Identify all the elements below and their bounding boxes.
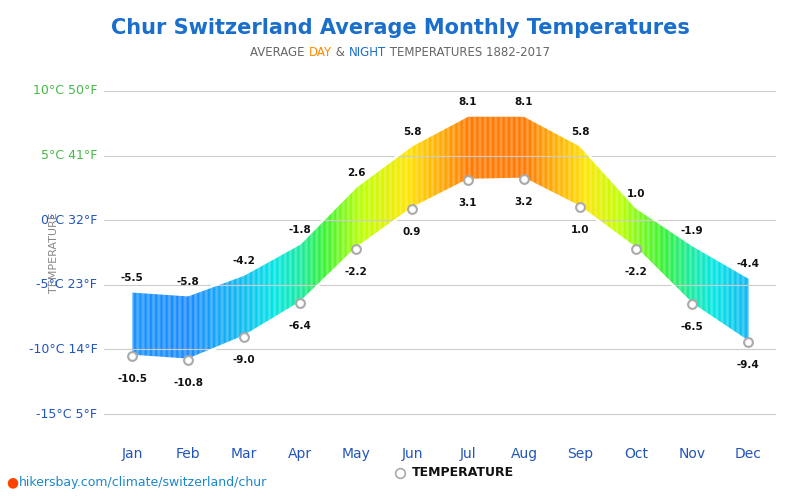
Text: -5°C 23°F: -5°C 23°F [37, 278, 98, 291]
Text: -6.4: -6.4 [289, 321, 311, 331]
Text: 3.2: 3.2 [514, 197, 534, 207]
Text: -6.5: -6.5 [681, 322, 703, 332]
Point [238, 332, 250, 340]
Text: 0°C 32°F: 0°C 32°F [41, 214, 98, 226]
Point [686, 300, 698, 308]
Point [350, 244, 362, 252]
Text: -10°C 14°F: -10°C 14°F [29, 343, 98, 356]
Text: TEMPERATURES 1882-2017: TEMPERATURES 1882-2017 [386, 46, 550, 59]
Text: Chur Switzerland Average Monthly Temperatures: Chur Switzerland Average Monthly Tempera… [110, 18, 690, 38]
Text: -10.8: -10.8 [173, 378, 203, 388]
Text: DAY: DAY [309, 46, 332, 59]
Point [182, 356, 194, 364]
Text: 5°C 41°F: 5°C 41°F [41, 149, 98, 162]
Point [462, 176, 474, 184]
Point [406, 204, 418, 212]
Text: -15°C 5°F: -15°C 5°F [36, 408, 98, 420]
Text: -9.4: -9.4 [737, 360, 759, 370]
Text: 1.0: 1.0 [626, 189, 646, 199]
Text: 2.6: 2.6 [346, 168, 366, 178]
Text: AVERAGE: AVERAGE [250, 46, 309, 59]
Text: -10.5: -10.5 [117, 374, 147, 384]
Text: -1.9: -1.9 [681, 226, 703, 236]
Text: -4.4: -4.4 [737, 258, 759, 268]
Text: -9.0: -9.0 [233, 354, 255, 364]
Text: 1.0: 1.0 [570, 226, 590, 235]
Text: hikersbay.com/climate/switzerland/chur: hikersbay.com/climate/switzerland/chur [18, 476, 266, 489]
Text: -5.8: -5.8 [177, 277, 199, 287]
Text: 10°C 50°F: 10°C 50°F [33, 84, 98, 98]
Text: TEMPERATURE: TEMPERATURE [412, 466, 514, 479]
Text: 8.1: 8.1 [514, 97, 534, 107]
Point [518, 175, 530, 183]
Text: -4.2: -4.2 [233, 256, 255, 266]
Text: -2.2: -2.2 [345, 266, 367, 276]
Text: -5.5: -5.5 [121, 273, 143, 283]
Text: &: & [332, 46, 348, 59]
Text: 8.1: 8.1 [458, 97, 478, 107]
Text: 0.9: 0.9 [403, 226, 421, 236]
Text: NIGHT: NIGHT [348, 46, 386, 59]
Point [294, 299, 306, 307]
Point [126, 352, 138, 360]
Text: -1.8: -1.8 [289, 225, 311, 235]
Text: 3.1: 3.1 [458, 198, 478, 208]
Text: 5.8: 5.8 [570, 127, 590, 137]
Point [630, 244, 642, 252]
Text: TEMPERATURE: TEMPERATURE [49, 212, 58, 293]
Text: ●: ● [6, 475, 18, 489]
Text: -2.2: -2.2 [625, 266, 647, 276]
Point [574, 203, 586, 211]
Point [742, 338, 754, 345]
Text: 5.8: 5.8 [402, 127, 422, 137]
